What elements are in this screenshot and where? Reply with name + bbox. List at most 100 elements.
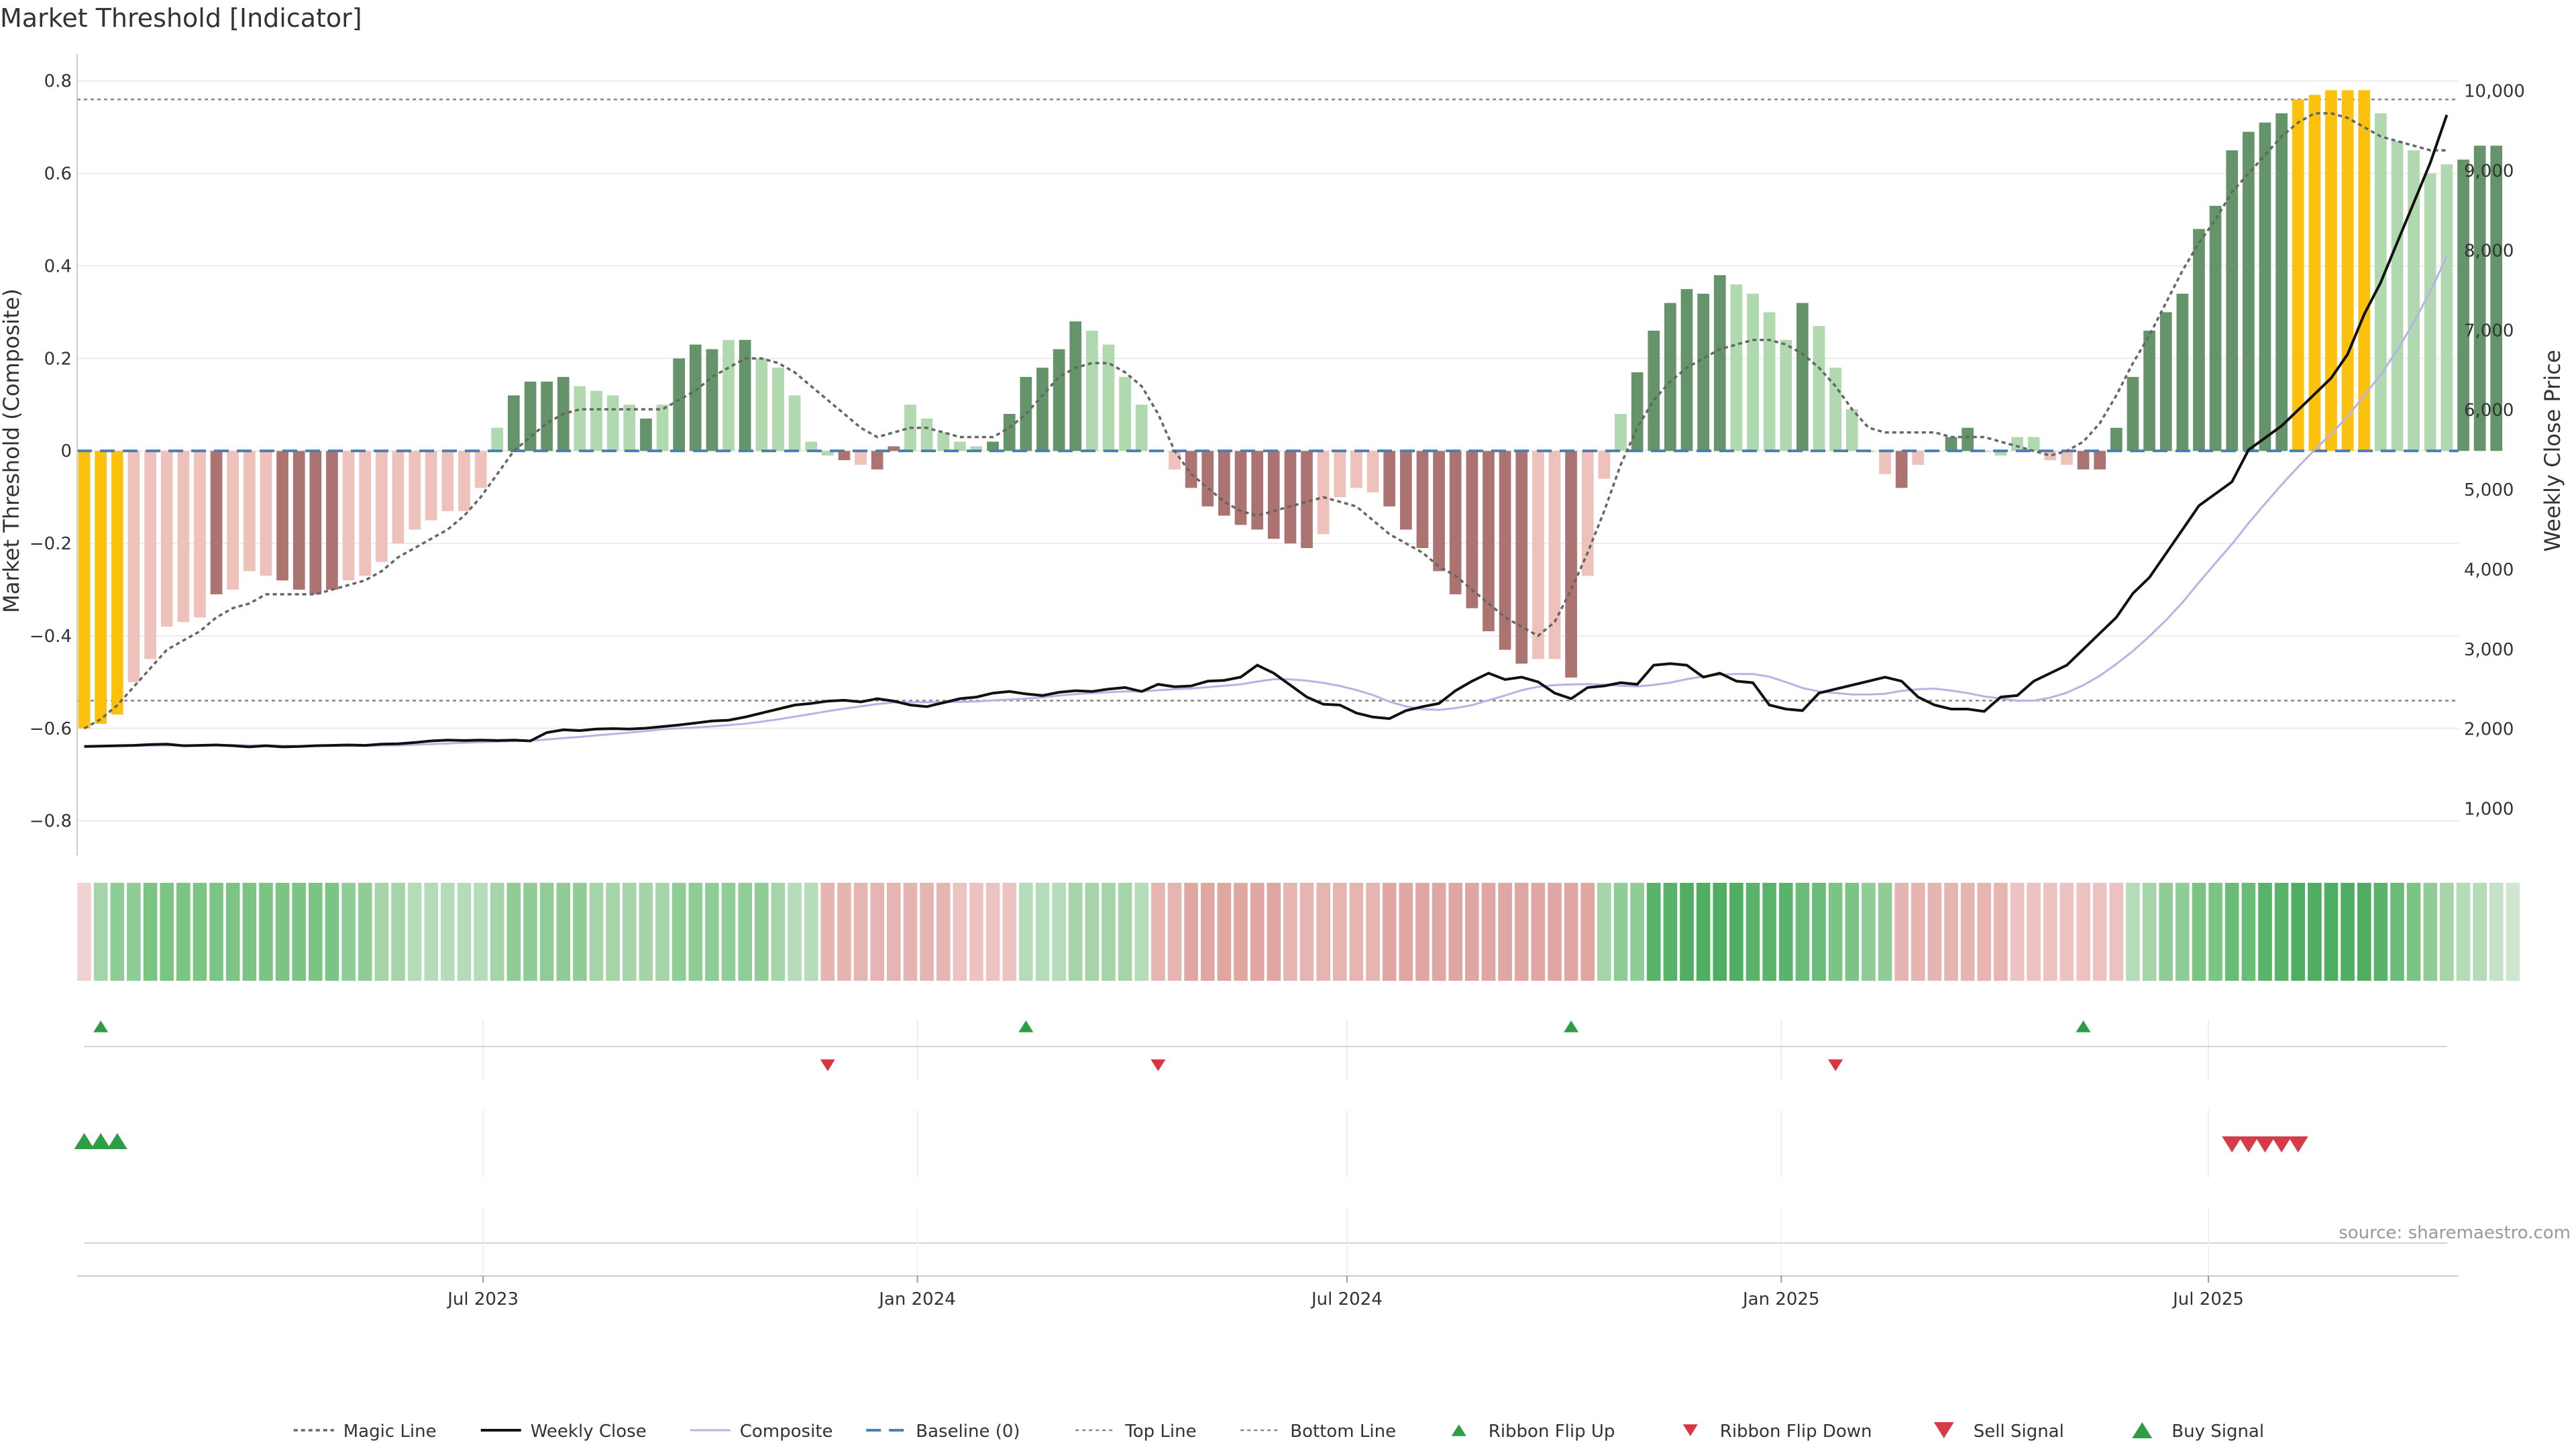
composite-bar [2143, 330, 2155, 451]
ribbon-cell [127, 883, 141, 981]
composite-bar [1053, 349, 1065, 451]
legend-label: Ribbon Flip Up [1489, 1421, 1615, 1442]
composite-bar [2226, 150, 2239, 451]
composite-bar [160, 451, 173, 627]
ribbon-cell [1514, 883, 1529, 981]
ribbon-cell [1415, 883, 1430, 981]
composite-bar [127, 451, 140, 682]
ribbon-cell [738, 883, 752, 981]
ribbon-cell [358, 883, 372, 981]
ribbon-cell [1002, 883, 1016, 981]
ribbon-cell [275, 883, 290, 981]
source-note: source: sharemaestro.com [2339, 1223, 2571, 1243]
composite-bar [292, 451, 305, 590]
ribbon-cell [2341, 883, 2355, 981]
composite-bar [970, 446, 983, 451]
composite-bar [1317, 451, 1330, 535]
composite-bar [95, 451, 107, 724]
ribbon-cell [1663, 883, 1678, 981]
composite-bar [822, 451, 834, 456]
composite-bar [1433, 451, 1445, 572]
composite-bar [1912, 451, 1925, 465]
composite-bar [1036, 368, 1049, 451]
sell-signal-marker [2222, 1136, 2243, 1152]
ribbon-cell [209, 883, 223, 981]
composite-bar [1069, 321, 1082, 451]
ribbon-cell [1564, 883, 1578, 981]
composite-bar [1400, 451, 1412, 530]
legend-label: Composite [740, 1421, 833, 1442]
ribbon-cell [556, 883, 571, 981]
ribbon-cell [2473, 883, 2487, 981]
ribbon-cell [985, 883, 1000, 981]
ribbon-cell [1944, 883, 1958, 981]
ribbon-cell [242, 883, 257, 981]
legend-item: Top Line [1075, 1421, 1197, 1442]
reference-lines [77, 99, 2459, 702]
ribbon-cell [2176, 883, 2190, 981]
composite-bar [2127, 376, 2139, 451]
y-tick-label-left: −0.4 [30, 627, 72, 647]
composite-line [84, 256, 2448, 748]
signal-panel [74, 1110, 2447, 1244]
y-axis-label-right: Weekly Close Price [2540, 350, 2565, 551]
y-tick-label-right: 3,000 [2464, 640, 2514, 660]
ribbon-cell [193, 883, 207, 981]
composite-bar [640, 418, 652, 451]
magic-line [83, 112, 2447, 730]
composite-bar [425, 451, 437, 521]
y-tick-label-right: 2,000 [2464, 720, 2514, 740]
ribbon-cell [903, 883, 918, 981]
composite-bar [1020, 376, 1032, 451]
composite-bar [276, 451, 288, 581]
ribbon-cell [2027, 883, 2041, 981]
composite-bar [392, 451, 405, 544]
ribbon-cell [1862, 883, 1876, 981]
composite-bar [2094, 451, 2106, 470]
ribbon-cell [1646, 883, 1661, 981]
ribbon-cell [1580, 883, 1595, 981]
composite-bar [1483, 451, 1495, 631]
composite-bar [1664, 303, 1676, 451]
composite-bar [210, 451, 223, 594]
ribbon-cell [1250, 883, 1265, 981]
ribbon-cell [672, 883, 686, 981]
ribbon-cell [1729, 883, 1743, 981]
ribbon-cell [1845, 883, 1860, 981]
composite-bar [1086, 330, 1098, 451]
ribbon-cell [1432, 883, 1446, 981]
composite-bar [2044, 451, 2057, 460]
x-tick-label: Jul 2024 [1310, 1289, 1383, 1309]
ribbon-cell [623, 883, 637, 981]
composite-bar [1829, 368, 1841, 451]
composite-bar [244, 451, 256, 572]
composite-bar [623, 405, 636, 451]
composite-bar [111, 451, 123, 715]
composite-bar [2440, 164, 2453, 451]
legend-swatch [1451, 1424, 1466, 1436]
composite-bar [937, 432, 950, 451]
composite-bar [2457, 159, 2469, 451]
ribbon-cell [391, 883, 405, 981]
y-tick-label-right: 9,000 [2464, 162, 2514, 182]
composite-bar [227, 451, 239, 590]
ribbon-cell [341, 883, 356, 981]
ribbon-cell [1299, 883, 1314, 981]
buy-signal-marker [91, 1133, 111, 1149]
ribbon-cell [1911, 883, 1925, 981]
ribbon-cell [1102, 883, 1116, 981]
composite-bar [755, 358, 768, 451]
composite-bar [1895, 451, 1908, 488]
ribbon-cell [2357, 883, 2371, 981]
ribbon-cell [1448, 883, 1462, 981]
composite-bar [1994, 451, 2007, 456]
ribbon-cell [1234, 883, 1248, 981]
composite-bar [441, 451, 454, 511]
composite-bar [2061, 451, 2073, 465]
ribbon-cell [1085, 883, 1099, 981]
composite-bar [2275, 113, 2288, 451]
sell-signal-marker [2288, 1136, 2308, 1152]
composite-bar [805, 441, 817, 451]
ribbon-cell [2142, 883, 2157, 981]
x-tick-label: Jul 2025 [2171, 1289, 2244, 1309]
